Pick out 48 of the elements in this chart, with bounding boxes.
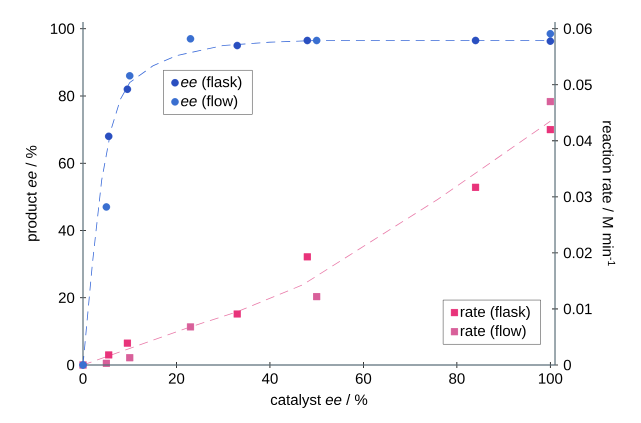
point [546,98,554,106]
point [546,126,554,134]
point [233,42,242,50]
point [313,293,320,300]
point [105,351,112,358]
y2-tick-label: 0.01 [564,304,592,314]
y2-tick-label: 0.02 [564,248,592,258]
y2-tick-label: 0.03 [564,192,592,202]
x-tick-label: 80 [449,373,465,384]
point [312,36,320,44]
x-tick-label: 100 [538,373,562,384]
point [126,354,134,362]
legend-label: ee (flask) [181,76,242,90]
y-tick-label: 0 [67,360,74,370]
y-axis-title: product ee / % [26,146,40,241]
point [102,360,110,367]
point [472,36,480,44]
point [186,323,194,330]
y-tick-label: 80 [58,90,74,102]
y2-tick-label: 0.06 [564,23,592,34]
x-tick-label: 40 [262,373,278,384]
x-axis-title: catalyst ee / % [270,394,368,408]
point [104,132,112,140]
y-tick-label: 40 [58,225,74,236]
x-tick-label: 20 [168,373,184,384]
point [124,85,132,94]
y2-axis-title: reaction rate / M min$^{-1}$ [602,121,616,266]
y2-tick-label: 0.05 [564,79,592,90]
x-tick-label: 60 [356,373,372,384]
point [304,253,311,260]
point [472,184,480,191]
point [234,310,241,318]
legend-label: ee (flow) [181,95,238,110]
y2-tick-label: 0 [564,360,571,370]
y-tick-label: 100 [50,23,74,34]
point [124,340,131,347]
legend-label: rate (flow) [460,325,526,340]
point [304,36,312,44]
x-tick-label: 0 [79,373,87,384]
point [126,72,134,80]
point [546,30,554,38]
legend-label: rate (flask) [460,306,530,320]
point [102,203,110,211]
y-tick-label: 60 [58,158,74,169]
point [546,37,554,45]
y2-tick-label: 0.04 [564,136,592,146]
point [186,35,194,43]
y-tick-label: 20 [58,292,74,304]
